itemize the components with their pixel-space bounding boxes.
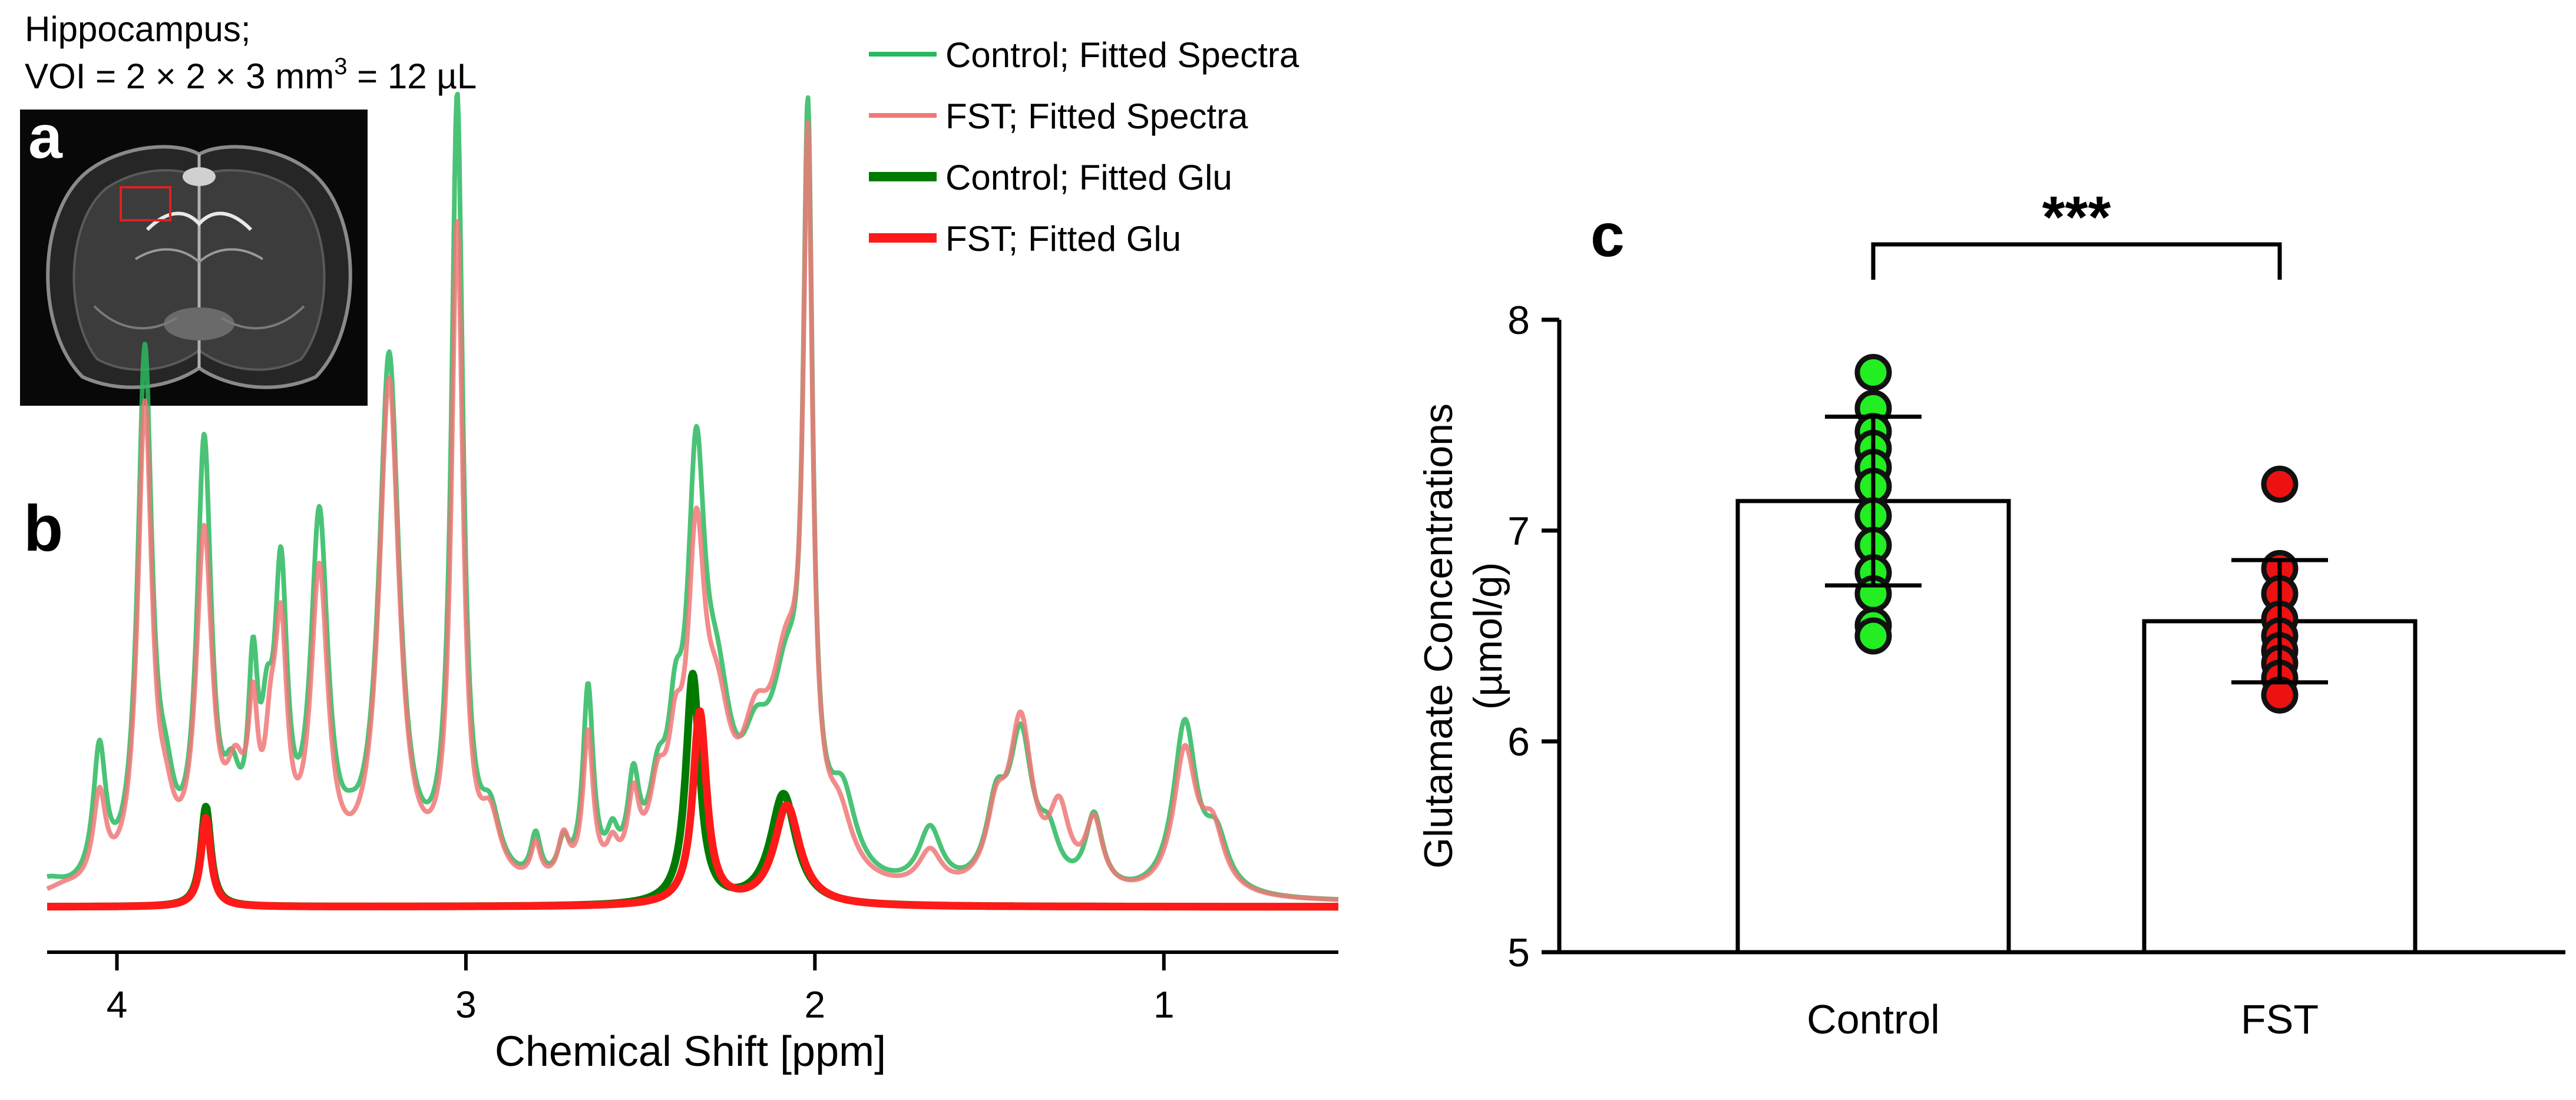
y-tick-label: 8	[1507, 298, 1530, 343]
voi-suffix: = 12 µL	[347, 57, 477, 96]
spectra-x-axis-label: Chemical Shift [ppm]	[495, 1028, 886, 1075]
spectra-plot	[44, 91, 1341, 911]
data-point-fst	[2261, 465, 2299, 503]
panel-a-label: a	[28, 103, 63, 171]
x-tick-label: 3	[455, 983, 477, 1026]
voi-roi-box	[120, 186, 171, 221]
panel-c-label: c	[1590, 201, 1625, 270]
panel-c: c 5 6 7 8 Glutamate Concentrations (µmol/g) Co…	[1416, 184, 2565, 1042]
x-tick-label: 2	[805, 983, 826, 1026]
category-label-fst: FST	[2241, 996, 2319, 1042]
significance-bracket	[1871, 242, 2282, 280]
panel-b: b 4 3 2 1 Chemical Shift [ppm] Control; Fit…	[24, 35, 1341, 1075]
spectra-x-ticks: 4 3 2 1	[107, 952, 1175, 1026]
voi-prefix: VOI = 2 × 2 × 3 mm	[25, 57, 334, 96]
y-tick-label: 5	[1507, 930, 1530, 975]
spectra-legend: Control; Fitted Spectra FST; Fitted Spect…	[869, 35, 1299, 259]
mri-image	[20, 110, 368, 406]
legend-label-fst_glu: FST; Fitted Glu	[945, 219, 1181, 259]
panel-a-voi-text: VOI = 2 × 2 × 3 mm3 = 12 µL	[25, 54, 477, 96]
legend-label-control_spectra: Control; Fitted Spectra	[945, 35, 1299, 75]
significance-stars: ***	[2042, 184, 2111, 250]
data-point-control	[1854, 617, 1892, 655]
bar-y-axis-label: Glutamate Concentrations (µmol/g)	[1416, 403, 1510, 869]
spectrum-line-fst_spectra	[45, 120, 1340, 902]
panel-a-region-text: Hippocampus;	[25, 9, 251, 49]
x-tick-label: 1	[1153, 983, 1175, 1026]
x-tick-label: 4	[107, 983, 128, 1026]
y-tick-label: 7	[1507, 509, 1530, 554]
voi-superscript: 3	[334, 54, 347, 79]
y-axis-label-line: Glutamate Concentrations	[1416, 403, 1461, 869]
category-label-control: Control	[1807, 996, 1940, 1042]
legend-label-control_glu: Control; Fitted Glu	[945, 158, 1232, 197]
y-axis-label-line: (µmol/g)	[1466, 562, 1510, 710]
spectrum-line-fst_glu	[44, 707, 1341, 911]
y-tick-label: 6	[1507, 720, 1530, 764]
panel-b-label: b	[24, 492, 63, 565]
panel-a: Hippocampus; VOI = 2 × 2 × 3 mm3 = 12 µL…	[20, 9, 477, 406]
bar-chart: 5 6 7 8 Glutamate Concentrations (µmol/g) Cont…	[1416, 184, 2565, 1042]
data-point-control	[1854, 354, 1892, 391]
legend-label-fst_spectra: FST; Fitted Spectra	[945, 97, 1248, 136]
